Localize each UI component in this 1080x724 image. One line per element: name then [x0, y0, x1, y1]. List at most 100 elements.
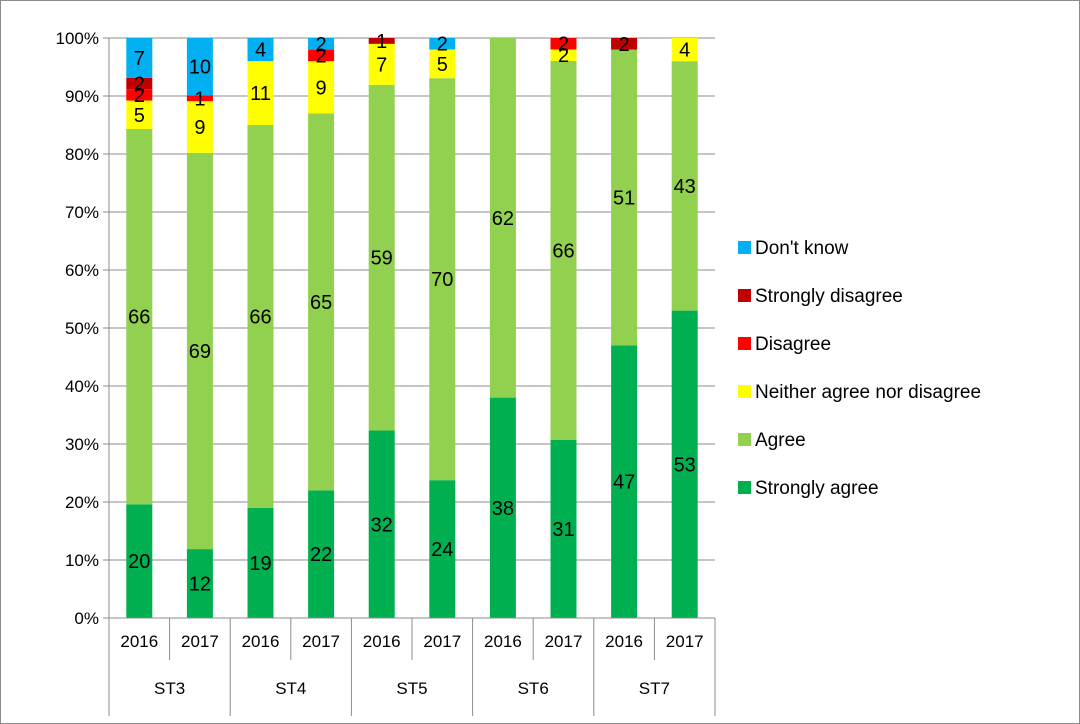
data-label: 2 [558, 34, 569, 56]
y-tick-label: 20% [65, 493, 99, 512]
data-label: 2 [558, 45, 569, 67]
data-label: 62 [492, 208, 514, 230]
bar-segment [186, 38, 213, 96]
data-label: 2 [134, 73, 145, 95]
x-tick-label: 2016 [242, 632, 280, 651]
data-label: 22 [310, 544, 332, 566]
legend: Don't know Strongly disagree Disagree Neith… [738, 238, 981, 499]
data-label: 9 [316, 77, 327, 99]
data-label: 2 [619, 34, 630, 56]
bar-segment [429, 78, 456, 481]
data-label: 70 [431, 269, 453, 291]
data-label: 38 [492, 498, 514, 520]
legend-label: Neither agree nor disagree [755, 382, 981, 403]
data-label: 59 [371, 248, 393, 270]
data-label: 5 [134, 105, 145, 127]
bar-segment [186, 549, 213, 618]
x-group-label: ST4 [275, 679, 306, 698]
bar-segment [368, 43, 395, 85]
data-label: 2 [134, 85, 145, 107]
bar-segment [308, 38, 335, 50]
bar-segment [611, 345, 638, 618]
data-label: 69 [189, 341, 211, 363]
bar-segment [489, 38, 516, 398]
data-label: 1 [376, 31, 387, 53]
bar-segment [126, 504, 153, 618]
bar-segment [247, 125, 274, 508]
bar-segment [308, 490, 335, 618]
y-tick-label: 30% [65, 435, 99, 454]
data-label: 4 [679, 40, 690, 62]
bar-segment [550, 439, 577, 618]
bar-segment [186, 152, 213, 550]
bar-segment [550, 38, 577, 50]
x-tick-label: 2017 [302, 632, 340, 651]
data-label: 4 [255, 40, 266, 62]
bar-segment [671, 38, 698, 62]
data-label: 2 [316, 34, 327, 56]
bar-segment [550, 49, 577, 61]
bar-segment [611, 49, 638, 346]
bar-segment [126, 100, 153, 129]
x-group-label: ST6 [518, 679, 549, 698]
x-group-label: ST7 [639, 679, 670, 698]
bar-segment [429, 480, 456, 618]
bar-segment [368, 84, 395, 431]
legend-label: Disagree [755, 334, 831, 355]
bar-segment [429, 49, 456, 79]
data-label: 12 [189, 574, 211, 596]
y-tick-label: 70% [65, 203, 99, 222]
data-label: 2 [437, 34, 448, 56]
y-tick-label: 40% [65, 377, 99, 396]
data-label: 53 [674, 454, 696, 476]
x-tick-label: 2016 [605, 632, 643, 651]
legend-swatch [738, 481, 751, 494]
y-tick-label: 10% [65, 551, 99, 570]
bar-segment [671, 310, 698, 618]
data-label: 51 [613, 188, 635, 210]
data-label: 7 [134, 48, 145, 70]
y-tick-label: 0% [74, 609, 99, 628]
x-group-label: ST3 [154, 679, 185, 698]
x-tick-label: 2017 [545, 632, 583, 651]
y-tick-label: 100% [56, 29, 99, 48]
data-label: 19 [249, 553, 271, 575]
bar-segment [126, 89, 153, 101]
data-label: 32 [371, 514, 393, 536]
legend-label: Don't know [755, 238, 849, 259]
x-group-label: ST5 [396, 679, 427, 698]
x-tick-label: 2016 [363, 632, 401, 651]
bar-segment [611, 38, 638, 50]
data-label: 47 [613, 472, 635, 494]
legend-swatch [738, 433, 751, 446]
legend-label: Agree [755, 430, 806, 451]
y-tick-label: 90% [65, 87, 99, 106]
bar-segment [247, 38, 274, 62]
legend-label: Strongly agree [755, 478, 879, 499]
data-label: 11 [250, 83, 271, 105]
legend-swatch [738, 289, 751, 302]
bar-segment [308, 113, 335, 491]
legend-swatch [738, 385, 751, 398]
data-label: 66 [249, 306, 271, 328]
bar-segment [247, 507, 274, 618]
x-tick-label: 2016 [120, 632, 158, 651]
bar-segment [126, 128, 153, 505]
axes: 0%10%20%30%40%50%60%70%80%90%100%2016 201… [56, 29, 716, 716]
data-label: 7 [376, 54, 387, 76]
data-label: 2 [316, 45, 327, 67]
data-labels: 2066522712699110196611422659223259712470… [128, 31, 696, 596]
bar-segment [308, 61, 335, 114]
data-label: 66 [552, 240, 574, 262]
bar-segment [671, 61, 698, 311]
data-label: 10 [189, 57, 211, 79]
data-label: 9 [194, 117, 205, 139]
data-label: 20 [128, 551, 150, 573]
bars [126, 38, 698, 618]
x-tick-label: 2017 [666, 632, 704, 651]
bar-segment [126, 38, 153, 78]
x-tick-label: 2016 [484, 632, 522, 651]
legend-label: Strongly disagree [755, 286, 903, 307]
